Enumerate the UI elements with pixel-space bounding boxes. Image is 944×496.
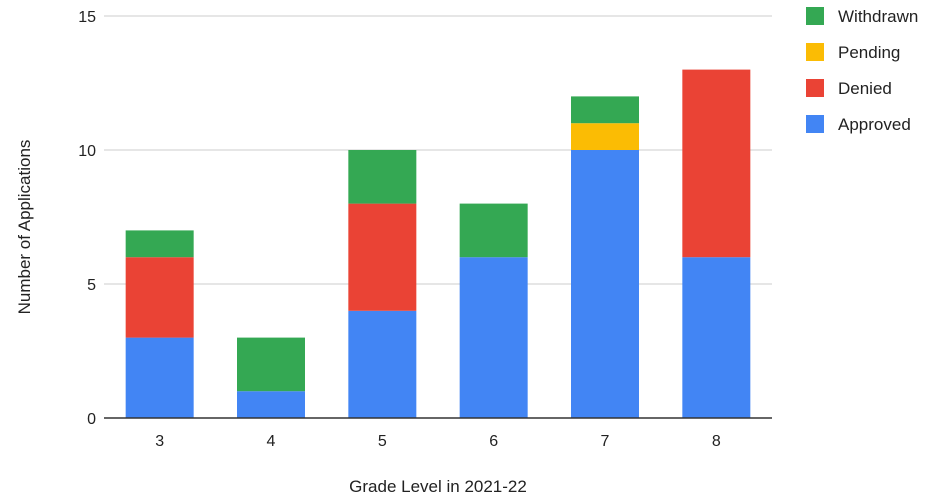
bar-segment-withdrawn-grade-7 <box>571 96 639 124</box>
legend-label-approved: Approved <box>838 115 911 134</box>
y-tick-label: 0 <box>87 411 96 428</box>
legend-swatch-approved <box>806 115 824 133</box>
y-tick-label: 5 <box>87 277 96 294</box>
legend-label-withdrawn: Withdrawn <box>838 7 918 26</box>
bar-segment-denied-grade-5 <box>348 203 417 311</box>
bar-segment-withdrawn-grade-6 <box>459 203 528 258</box>
x-tick-labels: 3 4 5 6 7 8 <box>155 433 721 450</box>
x-tick-label: 5 <box>378 433 387 450</box>
y-tick-label: 10 <box>78 143 96 160</box>
legend-swatch-pending <box>806 43 824 61</box>
legend-label-pending: Pending <box>838 43 900 62</box>
x-tick-label: 3 <box>155 433 164 450</box>
bar-segment-approved-grade-5 <box>348 310 417 418</box>
bar-segment-denied-grade-3 <box>125 257 194 338</box>
bar-segment-approved-grade-4 <box>237 391 305 418</box>
legend-label-denied: Denied <box>838 79 892 98</box>
bar-segment-approved-grade-7 <box>571 150 639 418</box>
bar-segment-withdrawn-grade-5 <box>348 150 417 204</box>
bar-segment-denied-grade-8 <box>682 69 751 258</box>
x-tick-label: 6 <box>489 433 498 450</box>
bar-segment-withdrawn-grade-3 <box>125 230 194 258</box>
bars <box>125 69 751 418</box>
x-axis-title: Grade Level in 2021-22 <box>349 477 527 496</box>
bar-segment-approved-grade-6 <box>459 257 528 418</box>
x-tick-label: 4 <box>267 433 276 450</box>
y-tick-labels: 0 5 10 15 <box>78 9 96 428</box>
legend-swatch-denied <box>806 79 824 97</box>
bar-segment-approved-grade-8 <box>682 257 751 418</box>
bar-segment-approved-grade-3 <box>125 337 194 418</box>
y-axis-title: Number of Applications <box>15 140 34 315</box>
x-tick-label: 8 <box>712 433 721 450</box>
legend: Withdrawn Pending Denied Approved <box>806 7 918 134</box>
y-tick-label: 15 <box>78 9 96 26</box>
gridlines <box>104 15 772 285</box>
legend-swatch-withdrawn <box>806 7 824 25</box>
bar-segment-pending-grade-7 <box>571 123 639 150</box>
x-tick-label: 7 <box>601 433 610 450</box>
bar-segment-withdrawn-grade-4 <box>237 337 305 392</box>
